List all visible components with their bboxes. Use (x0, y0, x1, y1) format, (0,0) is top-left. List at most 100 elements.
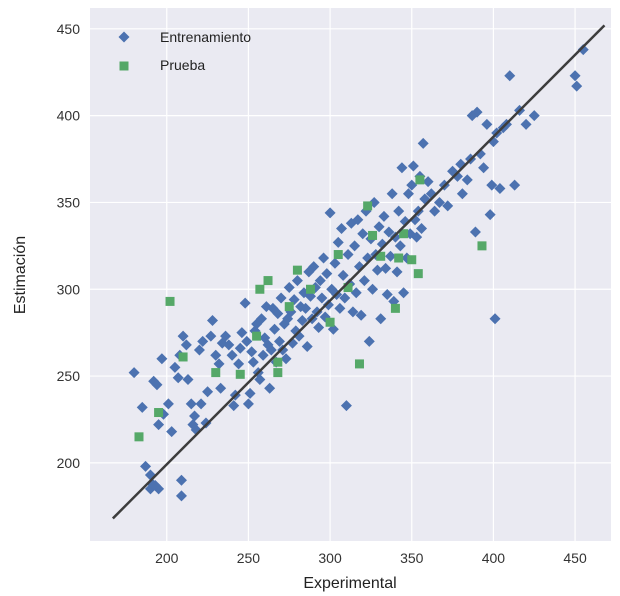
training-point (411, 231, 423, 243)
legend-square-icon (119, 61, 129, 71)
training-point (200, 417, 212, 429)
test-point (305, 284, 315, 294)
training-point (339, 292, 351, 304)
training-point (337, 269, 349, 281)
training-point (226, 349, 238, 361)
training-point (275, 292, 287, 304)
x-tick-labels: 200 250 300 350 400 450 (155, 550, 587, 566)
training-point (316, 292, 328, 304)
training-point (254, 374, 266, 386)
training-point (277, 344, 289, 356)
test-point (394, 253, 404, 263)
training-point (195, 398, 207, 410)
training-point (367, 283, 379, 295)
training-point (389, 231, 401, 243)
training-point (478, 162, 490, 174)
training-point (241, 335, 253, 347)
training-point (528, 110, 540, 122)
training-point (357, 228, 369, 240)
training-point (371, 264, 383, 276)
training-point (308, 261, 320, 273)
training-point (169, 361, 181, 373)
reference-line-group (111, 24, 606, 520)
training-point (380, 262, 392, 274)
training-point (172, 372, 184, 384)
x-axis-label: Experimental (303, 575, 396, 592)
training-point (363, 335, 375, 347)
training-point (383, 226, 395, 238)
training-point (175, 474, 187, 486)
training-point (213, 358, 225, 370)
training-point (156, 353, 168, 365)
y-tick-label: 300 (57, 281, 81, 297)
training-point (205, 330, 217, 342)
training-point (469, 226, 481, 238)
training-point (269, 323, 281, 335)
test-point (477, 241, 487, 251)
test-point (363, 201, 373, 211)
training-point (175, 490, 187, 502)
training-point (185, 398, 197, 410)
test-point (292, 265, 302, 275)
training-point (239, 297, 251, 309)
test-point (325, 317, 335, 327)
test-point (399, 229, 409, 239)
training-point (257, 349, 269, 361)
training-point (228, 400, 240, 412)
training-point (324, 207, 336, 219)
legend-marker-entrenamiento (118, 31, 130, 43)
training-point (520, 118, 532, 130)
training-point (451, 170, 463, 182)
test-point (273, 368, 283, 378)
x-tick-label: 300 (318, 550, 342, 566)
training-point (280, 353, 292, 365)
data-points (128, 44, 589, 502)
test-point (252, 331, 262, 341)
training-point (300, 302, 312, 314)
x-tick-label: 350 (400, 550, 424, 566)
test-point (154, 408, 164, 418)
training-point (350, 287, 362, 299)
training-point (416, 222, 428, 234)
training-point (313, 321, 325, 333)
training-point (321, 268, 333, 280)
training-point (434, 196, 446, 208)
test-point (376, 251, 386, 261)
test-point (415, 175, 425, 185)
training-point (273, 335, 285, 347)
training-point (234, 342, 246, 354)
training-point (247, 356, 259, 368)
training-point (481, 118, 493, 130)
training-point (399, 216, 411, 228)
training-point (494, 183, 506, 195)
training-point (242, 398, 254, 410)
training-point (375, 313, 387, 325)
training-point (265, 344, 277, 356)
training-point (504, 70, 516, 82)
training-point (311, 306, 323, 318)
training-point (429, 205, 441, 217)
training-point (206, 315, 218, 327)
training-point (296, 315, 308, 327)
training-point (246, 346, 258, 358)
training-point (358, 275, 370, 287)
y-tick-label: 400 (57, 108, 81, 124)
training-point (329, 257, 341, 269)
test-point (354, 359, 364, 369)
training-point (283, 282, 295, 294)
training-point (180, 339, 192, 351)
training-point (197, 335, 209, 347)
test-point (211, 368, 221, 378)
training-point (571, 80, 583, 92)
training-point (391, 266, 403, 278)
x-tick-label: 450 (563, 550, 587, 566)
training-point (291, 275, 303, 287)
training-point (162, 398, 174, 410)
legend-diamond-icon (118, 31, 130, 43)
training-point (407, 160, 419, 172)
training-point (236, 327, 248, 339)
training-point (336, 222, 348, 234)
training-point (394, 240, 406, 252)
training-point (461, 174, 473, 186)
